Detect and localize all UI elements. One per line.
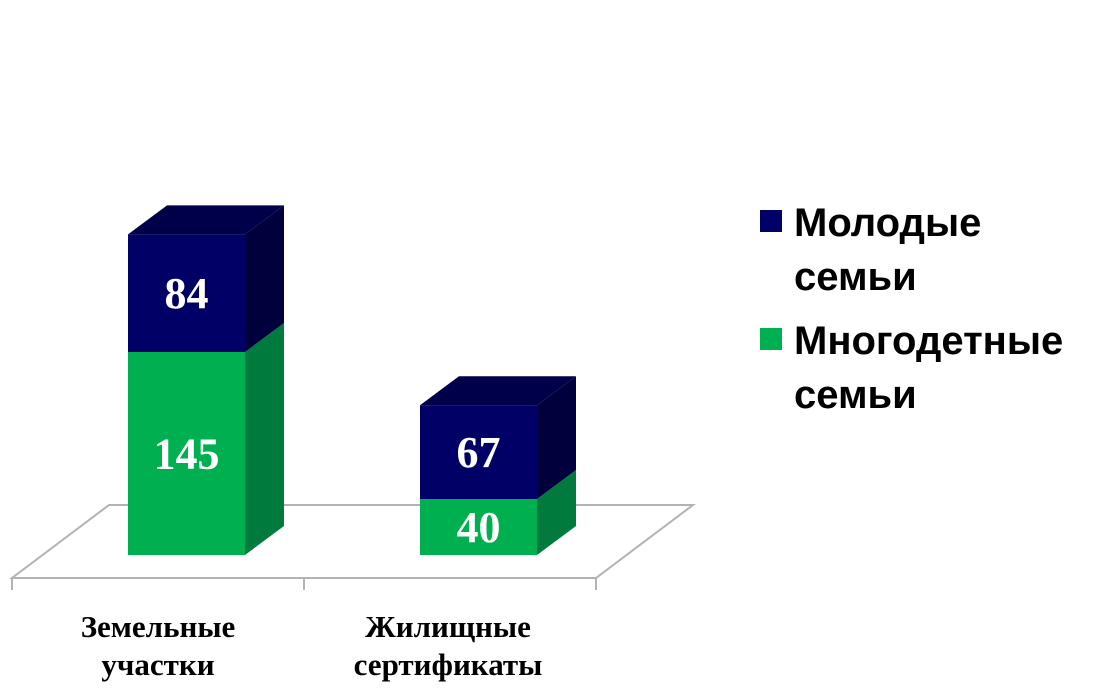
bar-side xyxy=(245,205,284,352)
floor-plane xyxy=(9,504,696,579)
bar-front xyxy=(420,405,537,499)
legend: Молодые семьи Многодетные семьи xyxy=(760,196,1098,432)
bar-front xyxy=(128,234,245,352)
legend-swatch-young-families xyxy=(760,210,782,232)
legend-swatch-large-families xyxy=(760,328,782,350)
bar-side xyxy=(537,470,576,555)
legend-label-young-families: Молодые семьи xyxy=(794,201,982,299)
data-label: 145 xyxy=(154,430,220,479)
category-label-0: Земельные участки xyxy=(80,609,236,682)
bar-top xyxy=(420,376,576,406)
data-label: 84 xyxy=(165,269,209,318)
data-label: 67 xyxy=(457,428,501,477)
bar-front xyxy=(128,352,245,555)
bar-side xyxy=(245,323,284,555)
category-label-1: Жилищные сертификаты xyxy=(353,609,543,682)
bar-front xyxy=(420,499,537,555)
data-label: 40 xyxy=(457,503,501,552)
legend-label-large-families: Многодетные семьи xyxy=(794,319,1064,417)
bar-top xyxy=(128,205,284,235)
bar-side xyxy=(537,376,576,499)
legend-item-large-families: Многодетные семьи xyxy=(760,314,1098,422)
legend-item-young-families: Молодые семьи xyxy=(760,196,1098,304)
